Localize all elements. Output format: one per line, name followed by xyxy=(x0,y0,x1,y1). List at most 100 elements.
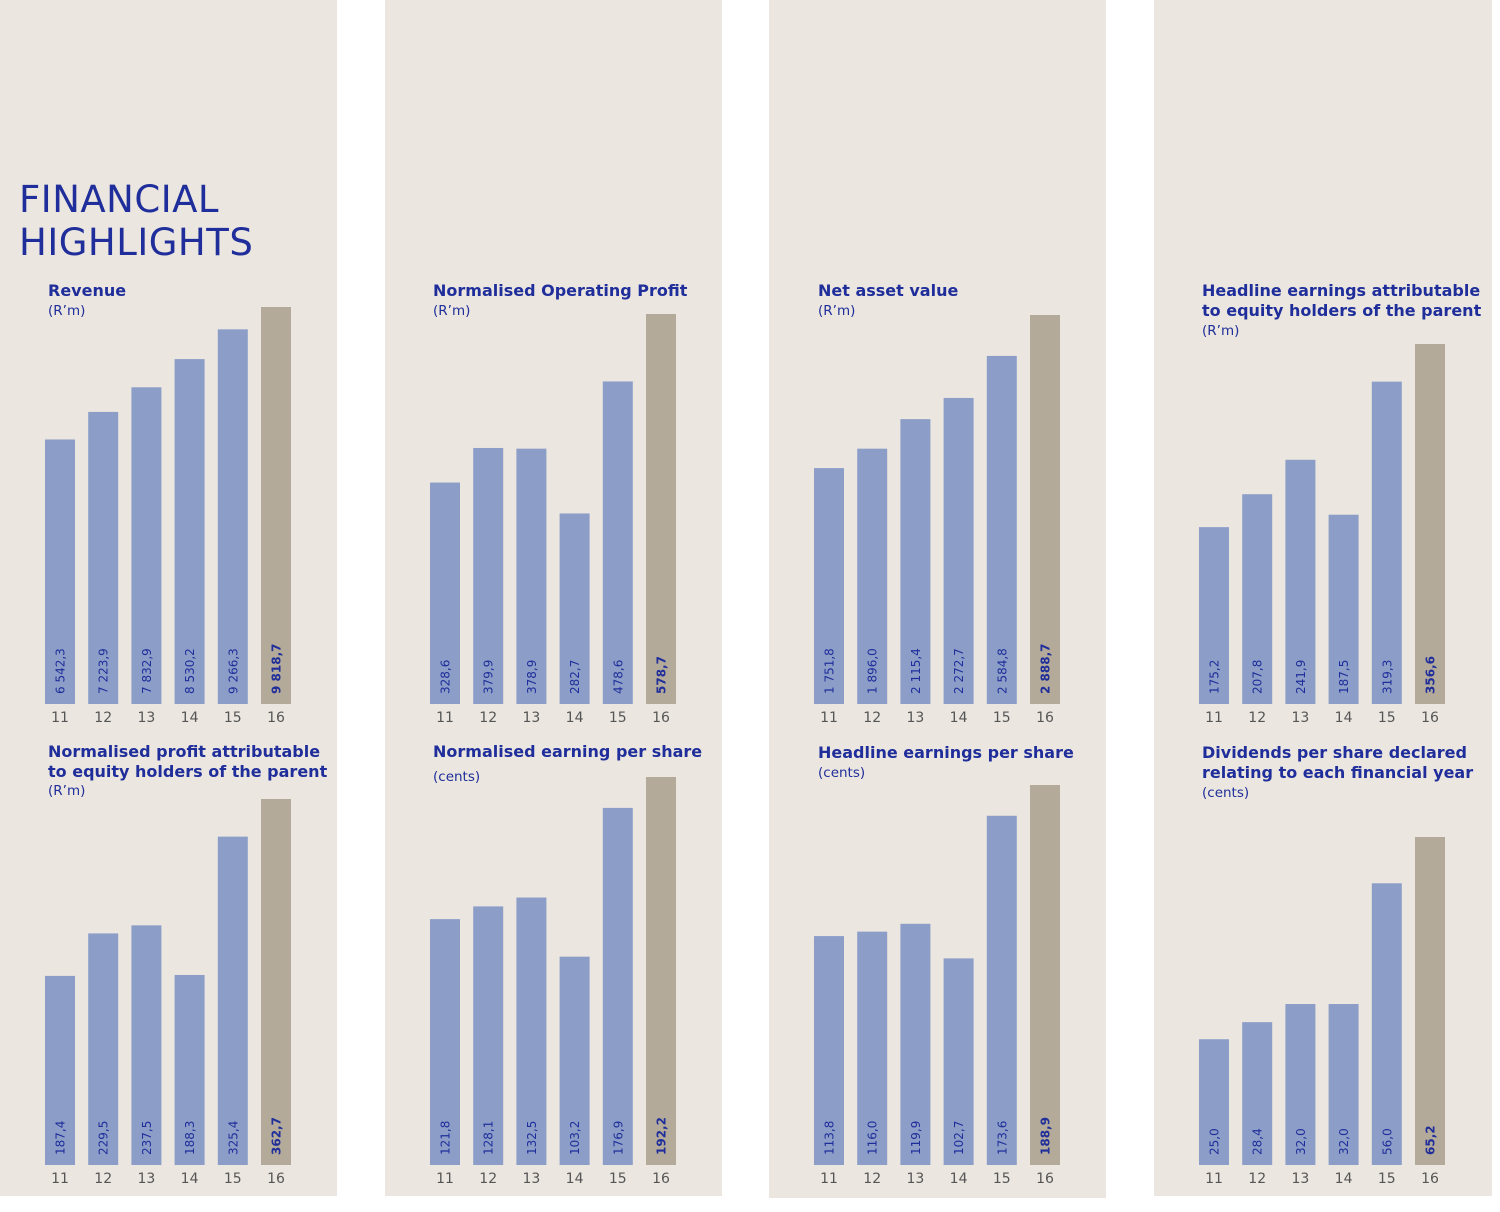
bar xyxy=(1285,1004,1316,1165)
x-tick-label: 16 xyxy=(652,710,670,726)
chart-unit: (cents) xyxy=(1202,785,1250,801)
bar-value-label: 113,8 xyxy=(823,1121,837,1155)
bar-value-label: 237,5 xyxy=(140,1121,154,1155)
bar-value-label: 362,7 xyxy=(270,1117,284,1155)
chart-title-line: Headline earnings attributable xyxy=(1202,281,1481,300)
bar-value-label: 176,9 xyxy=(611,1121,625,1155)
bar-value-label: 188,9 xyxy=(1039,1117,1053,1155)
bar-value-label: 132,5 xyxy=(525,1121,539,1155)
x-tick-label: 14 xyxy=(566,1171,584,1187)
bar xyxy=(602,807,633,1165)
chart-title: Net asset value xyxy=(818,281,958,301)
bar-chart-normalised-operating-profit: 328,6 11 379,9 12 378,9 13 282,7 14 478,6 15 578,7… xyxy=(430,314,676,726)
bar xyxy=(45,975,75,1165)
bar-value-label: 102,7 xyxy=(952,1121,966,1155)
chart-title-line: relating to each financial year xyxy=(1202,763,1474,782)
x-tick-label: 16 xyxy=(1036,1171,1054,1187)
x-tick-label: 12 xyxy=(479,1171,497,1187)
x-tick-label: 11 xyxy=(51,1171,69,1187)
bar xyxy=(131,387,162,704)
x-tick-label: 11 xyxy=(51,710,69,726)
bar-value-label: 2 584,8 xyxy=(995,648,1009,694)
x-tick-label: 16 xyxy=(1421,1171,1439,1187)
page-title-line-2: HIGHLIGHTS xyxy=(19,221,254,264)
x-tick-label: 11 xyxy=(436,1171,454,1187)
x-tick-label: 13 xyxy=(522,1171,540,1187)
bar-value-label: 2 888,7 xyxy=(1039,644,1053,694)
bar-value-label: 187,5 xyxy=(1337,660,1351,694)
bar-value-label: 188,3 xyxy=(183,1121,197,1155)
bar xyxy=(88,933,119,1165)
bar xyxy=(814,468,844,704)
x-tick-label: 13 xyxy=(522,710,540,726)
bar xyxy=(986,815,1017,1165)
bar-value-label: 2 272,7 xyxy=(952,648,966,694)
page-title: FINANCIAL HIGHLIGHTS xyxy=(19,178,253,264)
x-tick-label: 14 xyxy=(950,710,968,726)
x-tick-label: 15 xyxy=(1378,710,1396,726)
chart-unit: (R’m) xyxy=(818,303,856,319)
bar xyxy=(857,448,888,704)
bar-value-label: 116,0 xyxy=(866,1121,880,1155)
x-tick-label: 16 xyxy=(267,1171,285,1187)
bar-current-year xyxy=(1415,344,1445,704)
bar xyxy=(1328,514,1359,704)
bar xyxy=(516,897,547,1165)
x-tick-label: 11 xyxy=(1205,1171,1223,1187)
x-tick-label: 11 xyxy=(820,1171,838,1187)
bar-value-label: 32,0 xyxy=(1337,1128,1351,1155)
bar xyxy=(45,439,75,704)
bar xyxy=(1199,527,1229,704)
bar xyxy=(1199,1039,1229,1165)
x-tick-label: 12 xyxy=(863,1171,881,1187)
bar-value-label: 28,4 xyxy=(1251,1128,1265,1155)
chart-title: Headline earnings per share xyxy=(818,743,1074,763)
bar-value-label: 7 832,9 xyxy=(140,648,154,694)
chart-title-line: Normalised earning per share xyxy=(433,742,703,761)
x-tick-label: 13 xyxy=(906,1171,924,1187)
bar-value-label: 378,9 xyxy=(525,660,539,694)
bar xyxy=(1371,381,1402,704)
bar xyxy=(88,411,119,704)
bar xyxy=(559,513,590,704)
chart-title-line: Headline earnings per share xyxy=(818,743,1074,762)
chart-title: Dividends per share declared relating to… xyxy=(1202,743,1473,783)
bar-value-label: 241,9 xyxy=(1294,660,1308,694)
chart-title-line: Normalised profit attributable xyxy=(48,742,321,761)
bar xyxy=(473,447,504,704)
bar xyxy=(217,836,248,1165)
chart-unit: (R’m) xyxy=(1202,323,1240,339)
bar xyxy=(857,931,888,1165)
bar-value-label: 128,1 xyxy=(482,1121,496,1155)
x-tick-label: 12 xyxy=(94,710,112,726)
bar-value-label: 56,0 xyxy=(1380,1128,1394,1155)
chart-unit: (R’m) xyxy=(48,303,86,319)
x-tick-label: 11 xyxy=(820,710,838,726)
bar-value-label: 328,6 xyxy=(439,660,453,694)
bar-value-label: 119,9 xyxy=(909,1121,923,1155)
x-tick-label: 12 xyxy=(94,1171,112,1187)
x-tick-label: 16 xyxy=(267,710,285,726)
bar-chart-net-asset-value: 1 751,8 11 1 896,0 12 2 115,4 13 2 272,7 14 2 58… xyxy=(814,315,1060,726)
chart-title: Normalised profit attributable to equity… xyxy=(48,742,327,782)
bar-value-label: 192,2 xyxy=(655,1117,669,1155)
bar xyxy=(814,936,844,1165)
bar-current-year xyxy=(261,307,291,704)
bar xyxy=(217,329,248,704)
x-tick-label: 13 xyxy=(137,1171,155,1187)
bar-current-year xyxy=(261,799,291,1165)
chart-title-line: Net asset value xyxy=(818,281,959,300)
bar xyxy=(430,482,460,704)
chart-title: Revenue xyxy=(48,281,126,301)
bar xyxy=(559,956,590,1165)
chart-title: Normalised earning per share xyxy=(433,742,702,762)
bar-value-label: 6 542,3 xyxy=(54,648,68,694)
bar-current-year xyxy=(1415,837,1445,1165)
x-tick-label: 13 xyxy=(1291,710,1309,726)
bar-value-label: 229,5 xyxy=(97,1121,111,1155)
x-tick-label: 15 xyxy=(609,710,627,726)
x-tick-label: 14 xyxy=(566,710,584,726)
x-tick-label: 11 xyxy=(436,710,454,726)
bar-chart-headline-earnings-per-share: 113,8 11 116,0 12 119,9 13 102,7 14 173,6 15 188,9… xyxy=(814,785,1060,1187)
chart-unit: (cents) xyxy=(433,769,481,785)
